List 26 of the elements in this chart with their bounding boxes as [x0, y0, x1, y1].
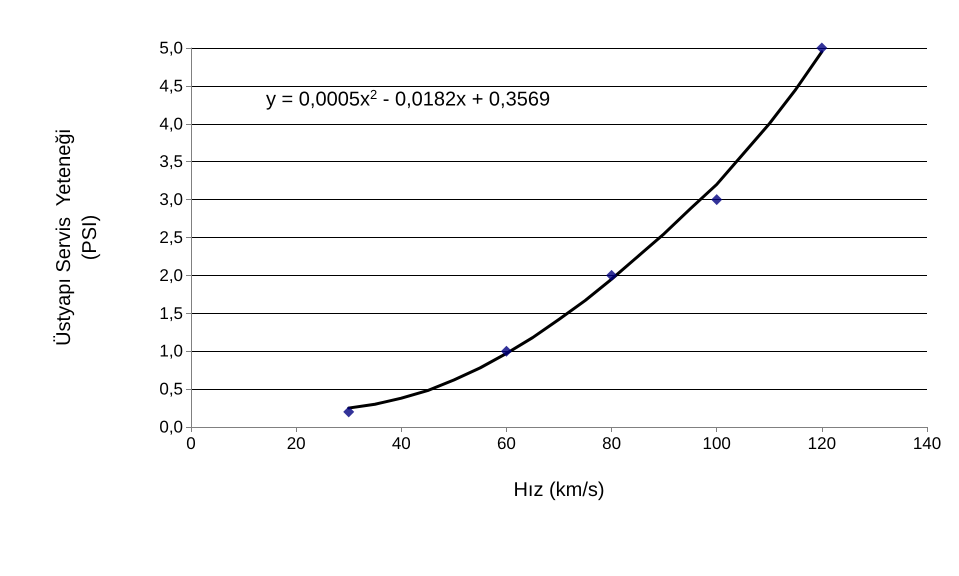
x-tick-label: 0 — [186, 434, 196, 453]
y-tick-label: 4,5 — [159, 76, 183, 96]
y-tick-label: 3,0 — [159, 190, 183, 210]
y-tick-label: 4,0 — [159, 114, 183, 134]
y-tick-label: 1,0 — [159, 342, 183, 361]
point — [343, 406, 354, 418]
point — [816, 42, 828, 54]
x-axis-title: Hız (km/s) — [513, 479, 605, 501]
x-tick-label: 40 — [392, 434, 411, 453]
point — [711, 194, 722, 206]
y-tick-label: 3,5 — [159, 152, 183, 172]
y-tick-label: 2,5 — [159, 228, 183, 247]
x-tick-label: 140 — [912, 434, 942, 453]
point — [606, 270, 618, 281]
y-tick-label: 2,0 — [159, 266, 183, 285]
y-tick-label: 0,0 — [159, 418, 183, 436]
y-axis-title: Üstyapı Servis Yeteneği (PSI) — [53, 129, 101, 346]
y-tick-label: 5,0 — [159, 38, 183, 58]
x-tick-label: 100 — [702, 434, 731, 453]
x-tick-label: 60 — [496, 434, 516, 453]
y-tick-label: 0,5 — [159, 380, 183, 399]
x-tick-label: 80 — [602, 434, 622, 453]
point — [500, 346, 512, 357]
x-tick-label: 20 — [286, 434, 306, 453]
x-tick-label: 120 — [808, 434, 836, 453]
y-tick-label: 1,5 — [159, 304, 183, 323]
